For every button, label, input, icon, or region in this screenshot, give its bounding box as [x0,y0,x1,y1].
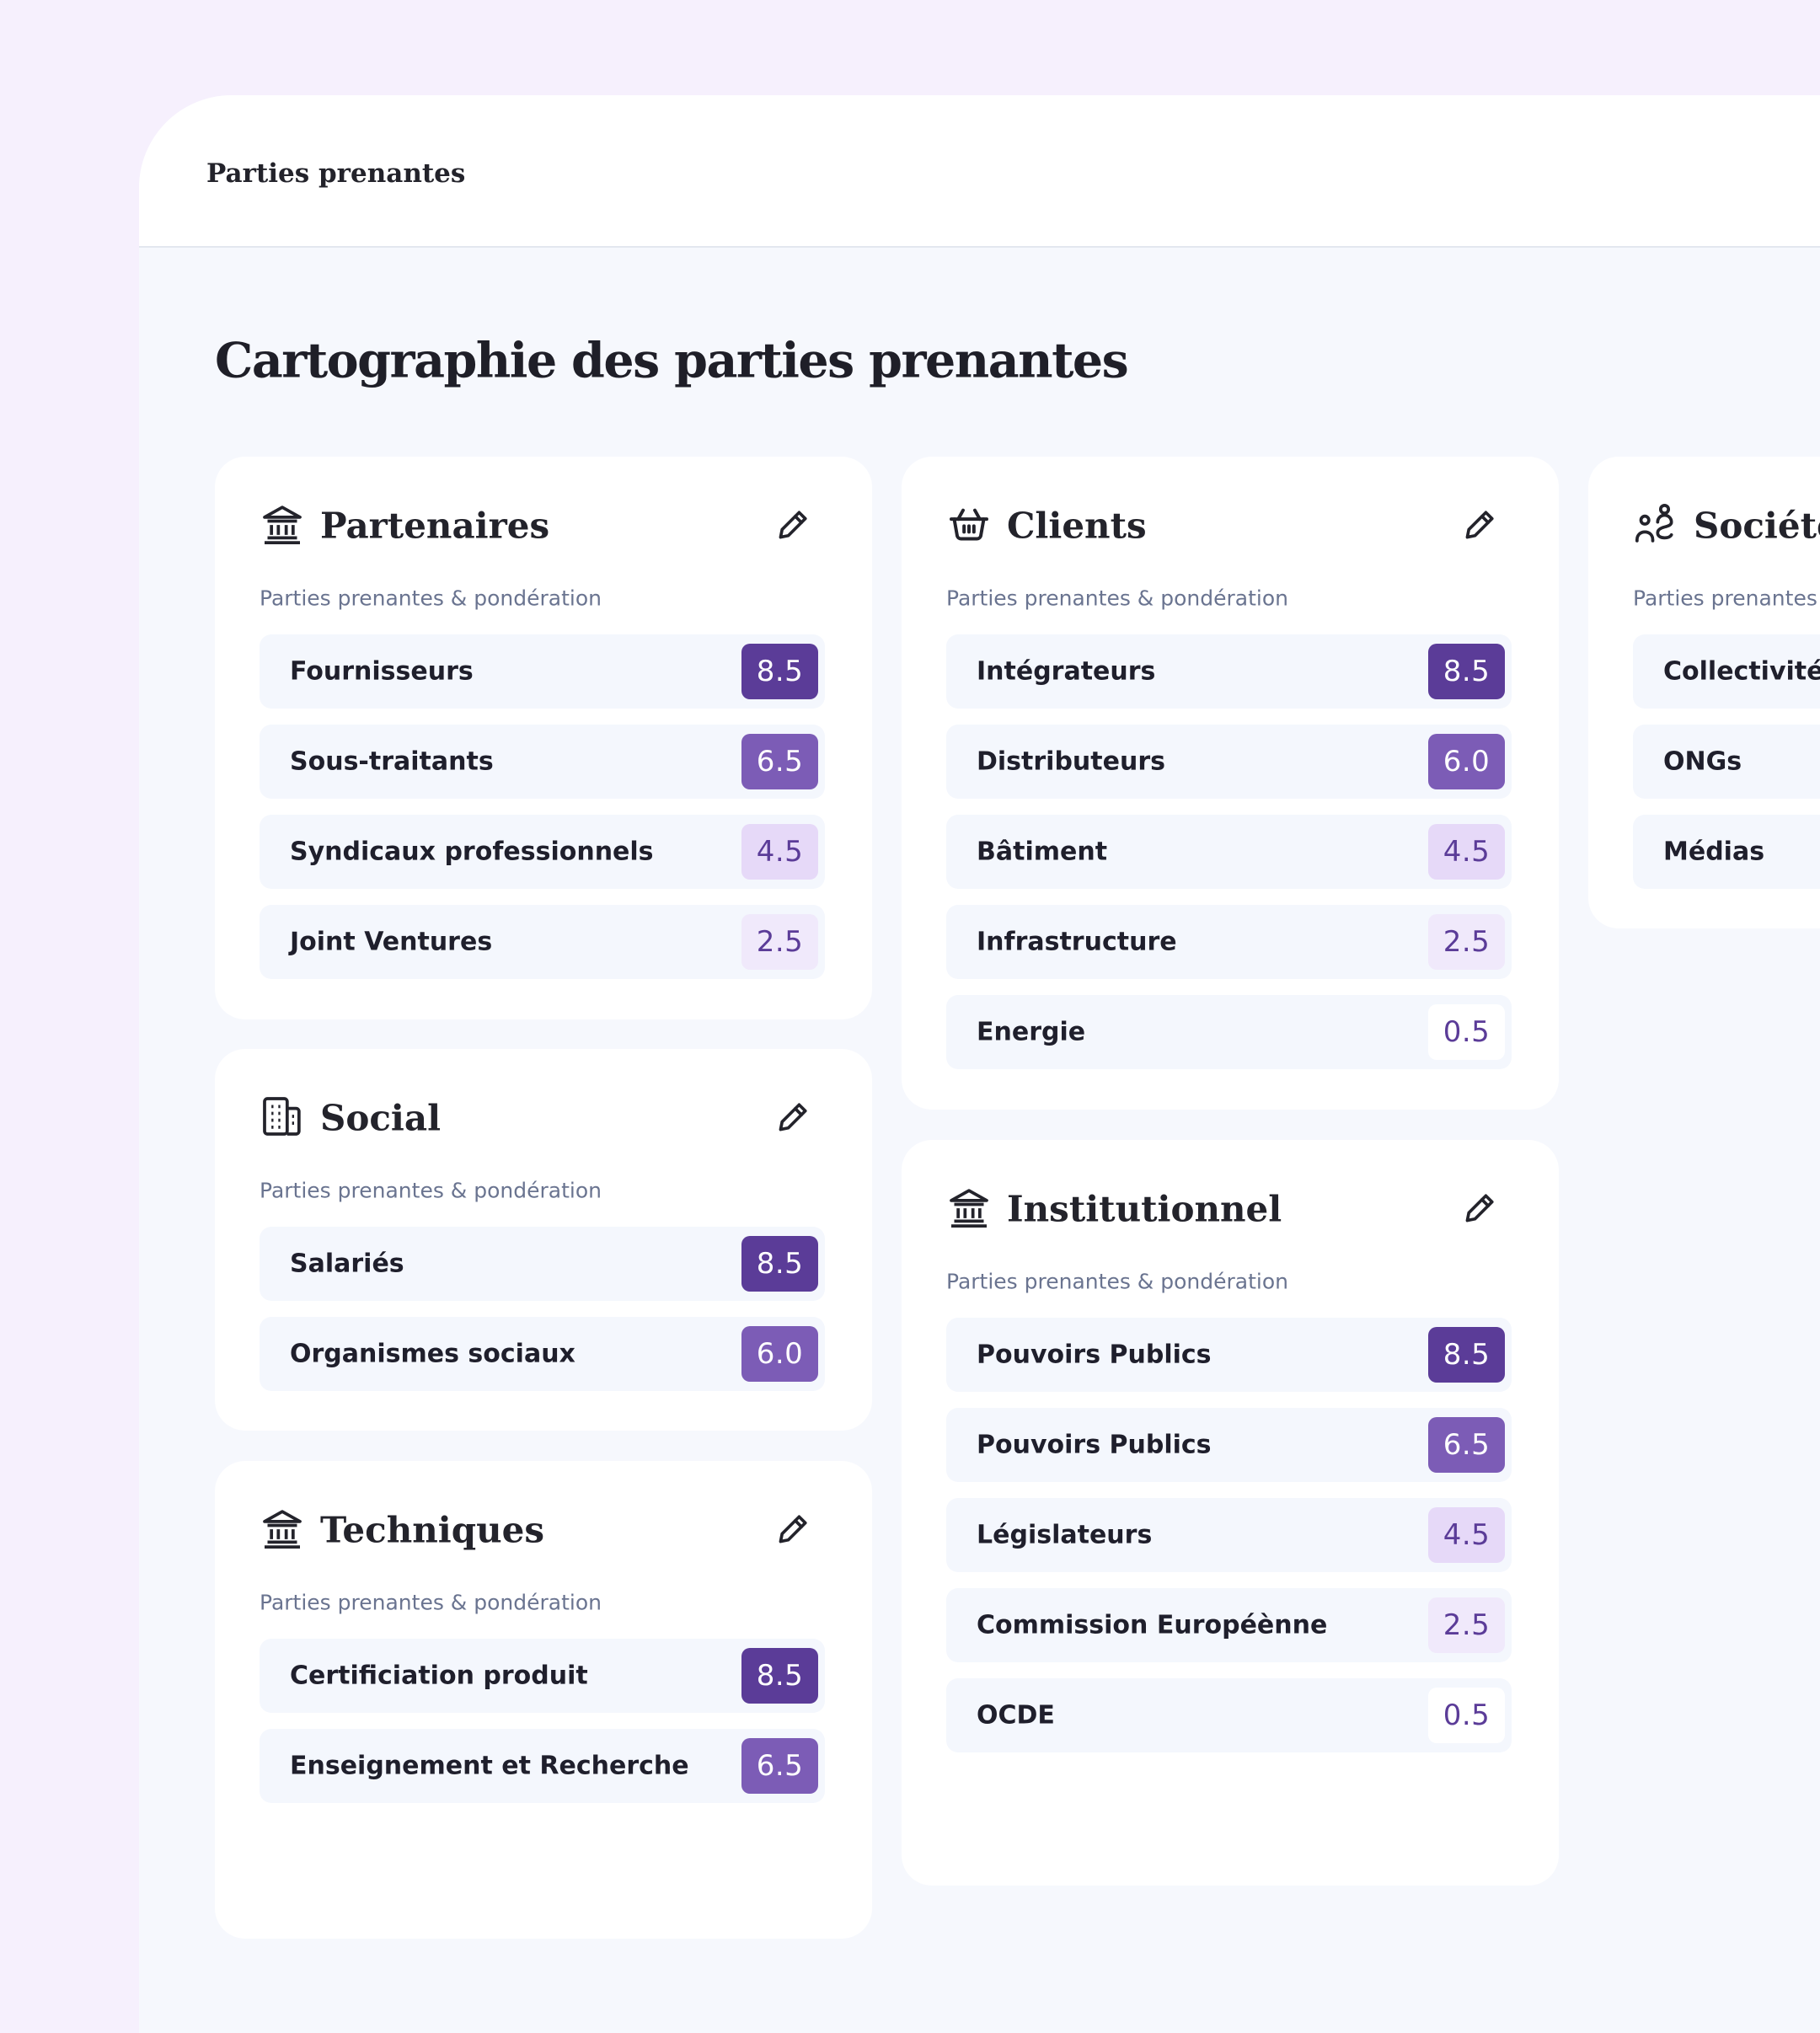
edit-icon[interactable] [1462,1189,1499,1226]
score-badge: 6.5 [741,734,818,789]
score-badge: 0.5 [1428,1688,1505,1743]
card-subtitle: Parties prenantes & pondération [946,1269,1288,1294]
row-label: Organismes sociaux [290,1339,575,1369]
score-badge: 6.5 [741,1738,818,1794]
people-icon [1632,500,1679,548]
score-badge: 6.5 [1428,1417,1505,1473]
list-item[interactable]: Législateurs 4.5 [946,1498,1512,1572]
list-item[interactable]: OCDE 0.5 [946,1678,1512,1752]
list-item[interactable]: Pouvoirs Publics 6.5 [946,1408,1512,1482]
card-institutionnel: Institutionnel Parties prenantes & pondé… [902,1140,1559,1886]
list-item[interactable]: Commission Européènne 2.5 [946,1588,1512,1662]
row-label: Certificiation produit [290,1661,588,1691]
score-badge: 8.5 [1428,644,1505,699]
score-badge: 2.5 [741,914,818,970]
score-badge: 6.0 [1428,734,1505,789]
edit-icon[interactable] [1462,506,1499,543]
score-badge: 2.5 [1428,1597,1505,1653]
score-badge: 0.5 [1428,1004,1505,1060]
row-label: Energie [977,1017,1086,1047]
list-item[interactable]: Energie 0.5 [946,995,1512,1069]
row-label: Salariés [290,1249,404,1279]
row-label: Fournisseurs [290,656,474,687]
card-techniques: Techniques Parties prenantes & pondérati… [215,1461,872,1939]
card-subtitle: Parties prenantes & pondération [946,586,1288,611]
score-badge: 8.5 [1428,1327,1505,1383]
list-item[interactable]: Enseignement et Recherche 6.5 [260,1729,825,1803]
row-label: Intégrateurs [977,656,1156,687]
list-item[interactable]: Médias [1633,815,1820,889]
bank-icon [945,1184,993,1231]
score-badge: 8.5 [741,644,818,699]
row-label: Sous-traitants [290,746,494,777]
card-title: Société [1694,505,1820,547]
card-societe: Société Parties prenantes Collectivités … [1588,457,1820,928]
row-label: Distributeurs [977,746,1165,777]
row-label: Bâtiment [977,837,1108,867]
topbar-title: Parties prenantes [206,158,466,189]
list-item[interactable]: Syndicaux professionnels 4.5 [260,815,825,889]
list-item[interactable]: Fournisseurs 8.5 [260,634,825,709]
row-label: Infrastructure [977,927,1177,957]
card-title: Clients [1007,505,1147,547]
list-item[interactable]: Bâtiment 4.5 [946,815,1512,889]
card-title: Social [320,1097,442,1139]
row-label: Joint Ventures [290,927,493,957]
card-social: Social Parties prenantes & pondération S… [215,1049,872,1431]
page-title: Cartographie des parties prenantes [215,332,1129,389]
list-item[interactable]: Certificiation produit 8.5 [260,1639,825,1713]
row-label: Législateurs [977,1520,1153,1550]
list-item[interactable]: Sous-traitants 6.5 [260,725,825,799]
card-subtitle: Parties prenantes [1633,586,1817,611]
bank-icon [259,500,306,548]
score-badge: 4.5 [1428,824,1505,880]
list-item[interactable]: Collectivités [1633,634,1820,709]
basket-icon [945,500,993,548]
card-title: Techniques [320,1509,545,1551]
list-item[interactable]: Distributeurs 6.0 [946,725,1512,799]
card-subtitle: Parties prenantes & pondération [260,586,602,611]
edit-icon[interactable] [775,1510,812,1547]
row-label: Syndicaux professionnels [290,837,654,867]
bank-icon [259,1505,306,1552]
row-label: Pouvoirs Publics [977,1340,1212,1370]
list-item[interactable]: Pouvoirs Publics 8.5 [946,1318,1512,1392]
row-label: Commission Européènne [977,1610,1328,1640]
top-bar: Parties prenantes [139,95,1820,248]
list-item[interactable]: Organismes sociaux 6.0 [260,1317,825,1391]
row-label: ONGs [1663,746,1742,777]
score-badge: 6.0 [741,1326,818,1382]
list-item[interactable]: Salariés 8.5 [260,1227,825,1301]
edit-icon[interactable] [775,1098,812,1135]
score-badge: 4.5 [1428,1507,1505,1563]
list-item[interactable]: Joint Ventures 2.5 [260,905,825,979]
building-icon [259,1093,306,1140]
card-partenaires: Partenaires Parties prenantes & pondérat… [215,457,872,1019]
card-subtitle: Parties prenantes & pondération [260,1178,602,1203]
list-item[interactable]: ONGs [1633,725,1820,799]
list-item[interactable]: Intégrateurs 8.5 [946,634,1512,709]
score-badge: 8.5 [741,1236,818,1292]
row-label: Collectivités [1663,656,1820,687]
score-badge: 2.5 [1428,914,1505,970]
card-title: Partenaires [320,505,550,547]
row-label: Enseignement et Recherche [290,1751,689,1781]
edit-icon[interactable] [775,506,812,543]
card-clients: Clients Parties prenantes & pondération … [902,457,1559,1110]
score-badge: 8.5 [741,1648,818,1704]
score-badge: 4.5 [741,824,818,880]
row-label: OCDE [977,1700,1055,1731]
app-window: Parties prenantes Cartographie des parti… [139,95,1820,2033]
list-item[interactable]: Infrastructure 2.5 [946,905,1512,979]
card-subtitle: Parties prenantes & pondération [260,1590,602,1615]
row-label: Médias [1663,837,1765,867]
row-label: Pouvoirs Publics [977,1430,1212,1460]
card-title: Institutionnel [1007,1188,1282,1230]
